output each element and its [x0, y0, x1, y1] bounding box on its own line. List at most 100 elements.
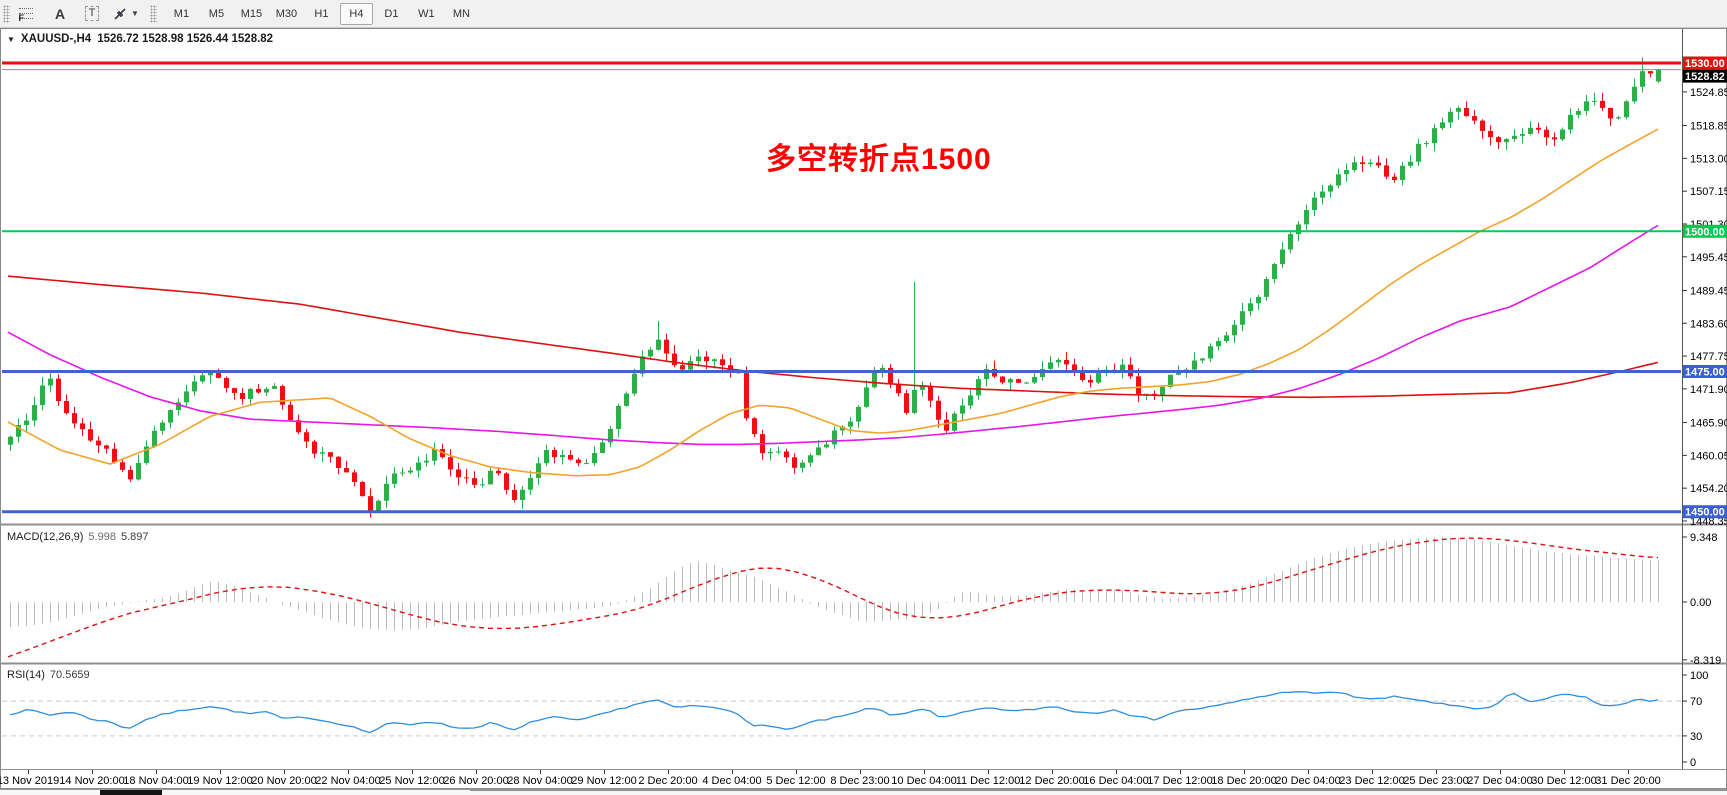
- hline-price-label: 1450.00: [1685, 507, 1725, 519]
- hline-price-label: 1475.00: [1685, 366, 1725, 378]
- time-tick-label: 25 Nov 12:00: [379, 775, 444, 787]
- text-label-icon: T: [84, 6, 100, 21]
- terminal-panel-edge: [0, 789, 1727, 795]
- toolbar-grip[interactable]: [3, 4, 10, 23]
- timeframe-button-m30[interactable]: M30: [275, 7, 298, 20]
- time-tick-label: 22 Nov 04:00: [315, 775, 380, 787]
- toolbar-grip-2[interactable]: [149, 4, 157, 23]
- time-tick-label: 16 Dec 04:00: [1083, 775, 1148, 787]
- hline-price-label-box: [1683, 224, 1727, 238]
- macd-signal-line: [7, 537, 1659, 658]
- price-tick-label: 1477.75: [1690, 351, 1727, 363]
- time-tick-label: 19 Nov 12:00: [187, 775, 252, 787]
- macd-tick-label: 9.348: [1690, 532, 1718, 544]
- ma-mid-magenta-line: [7, 224, 1659, 446]
- chart-window: [0, 28, 1727, 789]
- time-tick-label: 31 Dec 20:00: [1595, 775, 1660, 787]
- price-tick-label: 1489.45: [1690, 285, 1727, 297]
- price-tick-label: 1495.45: [1690, 252, 1727, 264]
- terminal-tab-fragment: [100, 790, 162, 795]
- time-tick-label: 2 Dec 20:00: [638, 775, 697, 787]
- price-tick-label: 1460.05: [1690, 450, 1727, 462]
- chevron-down-icon: ▼: [131, 9, 139, 18]
- rsi-tick-label: 30: [1690, 731, 1702, 743]
- current-price-label: 1528.82: [1685, 71, 1725, 83]
- price-tick-label: 1471.90: [1690, 384, 1727, 396]
- chart-annotation-text: 多空转折点1500: [766, 143, 992, 176]
- macd-histogram: [10, 537, 1659, 631]
- price-tick-label: 1448.35: [1690, 516, 1727, 528]
- price-tick-label: 1518.85: [1690, 121, 1727, 133]
- macd-tick-label: 0.00: [1690, 597, 1711, 609]
- timeframe-button-m1[interactable]: M1: [173, 7, 190, 20]
- rsi-value: 70.5659: [49, 669, 90, 681]
- time-tick-label: 28 Nov 04:00: [507, 775, 572, 787]
- timeframe-button-h4[interactable]: H4: [339, 2, 373, 25]
- time-tick-label: 20 Dec 04:00: [1275, 775, 1340, 787]
- time-tick-label: 18 Nov 04:00: [123, 775, 188, 787]
- macd-main-value: 5.998: [88, 531, 116, 543]
- text-tool-button[interactable]: A: [47, 2, 73, 26]
- time-tick-label: 30 Dec 12:00: [1531, 775, 1596, 787]
- arrows-tool-button[interactable]: ▼: [111, 2, 140, 26]
- timeframe-group: M1 M5 M15 M30 H1 H4 D1 W1 MN: [164, 2, 479, 25]
- time-tick-label: 27 Dec 04:00: [1467, 775, 1532, 787]
- hline-price-label-box: [1683, 364, 1727, 378]
- time-tick-label: 12 Dec 20:00: [1019, 775, 1084, 787]
- chart-title: ▼ XAUUSD-,H4 1526.72 1528.98 1526.44 152…: [7, 33, 273, 45]
- rsi-line: [9, 691, 1659, 734]
- price-tick-label: 1454.20: [1690, 483, 1727, 495]
- time-tick-label: 29 Nov 12:00: [571, 775, 636, 787]
- time-tick-label: 13 Nov 2019: [0, 775, 59, 787]
- time-tick-label: 5 Dec 12:00: [766, 775, 825, 787]
- time-tick-label: 23 Dec 12:00: [1339, 775, 1404, 787]
- hline-price-label-box: [1683, 56, 1727, 70]
- terminal-edge-line: [470, 790, 1727, 793]
- rsi-tick-label: 100: [1690, 670, 1708, 682]
- hline-price-label-box: [1683, 505, 1727, 519]
- text-label-tool-button[interactable]: T: [79, 2, 105, 26]
- chart-symbol-period: XAUUSD-,H4: [20, 33, 92, 45]
- text-tool-icon: A: [54, 5, 66, 22]
- hline-price-label: 1500.00: [1685, 226, 1725, 238]
- time-tick-label: 17 Dec 12:00: [1147, 775, 1212, 787]
- timeframe-button-d1[interactable]: D1: [384, 7, 399, 20]
- price-tick-label: 1524.85: [1690, 87, 1727, 99]
- macd-tick-label: -8.319: [1690, 655, 1721, 667]
- candlestick-series: [8, 57, 1661, 518]
- macd-signal-value: 5.897: [120, 531, 149, 543]
- hline-price-label: 1530.00: [1685, 58, 1725, 70]
- ma-slow-red-line: [7, 275, 1659, 399]
- rsi-label: RSI(14) 70.5659: [7, 669, 90, 681]
- time-tick-label: 4 Dec 04:00: [702, 775, 761, 787]
- ma-fast-orange-line: [7, 128, 1659, 477]
- timeframe-button-m15[interactable]: M15: [240, 7, 263, 20]
- arrows-icon: [112, 6, 128, 22]
- fibonacci-tool-button[interactable]: F: [13, 2, 39, 26]
- symbol-dropdown-icon[interactable]: ▼: [7, 34, 15, 44]
- timeframe-button-h1[interactable]: H1: [314, 7, 329, 20]
- time-tick-label: 25 Dec 23:00: [1403, 775, 1468, 787]
- timeframe-button-m5[interactable]: M5: [208, 7, 225, 20]
- time-tick-label: 11 Dec 12:00: [956, 775, 1021, 787]
- chart-ohlc-values: 1526.72 1528.98 1526.44 1528.82: [97, 33, 274, 45]
- time-tick-label: 18 Dec 20:00: [1211, 775, 1276, 787]
- price-tick-label: 1513.00: [1690, 153, 1727, 165]
- rsi-tick-label: 70: [1690, 696, 1702, 708]
- macd-name: MACD(12,26,9): [7, 531, 84, 543]
- time-tick-label: 14 Nov 20:00: [59, 775, 124, 787]
- toolbar: F A T ▼ M1 M5 M15 M30 H1 H4 D1 W1 MN: [0, 0, 1727, 28]
- timeframe-button-w1[interactable]: W1: [418, 7, 435, 20]
- rsi-name: RSI(14): [7, 669, 45, 681]
- fibonacci-icon: F: [18, 6, 34, 23]
- rsi-tick-label: 0: [1690, 757, 1696, 769]
- price-tick-label: 1483.60: [1690, 318, 1727, 330]
- time-tick-label: 10 Dec 04:00: [891, 775, 956, 787]
- macd-label: MACD(12,26,9) 5.998 5.897: [7, 531, 148, 543]
- price-tick-label: 1465.90: [1690, 418, 1727, 430]
- time-tick-label: 26 Nov 20:00: [443, 775, 508, 787]
- timeframe-button-mn[interactable]: MN: [452, 7, 470, 20]
- time-tick-label: 20 Nov 20:00: [251, 775, 316, 787]
- current-price-label-box: [1683, 69, 1727, 83]
